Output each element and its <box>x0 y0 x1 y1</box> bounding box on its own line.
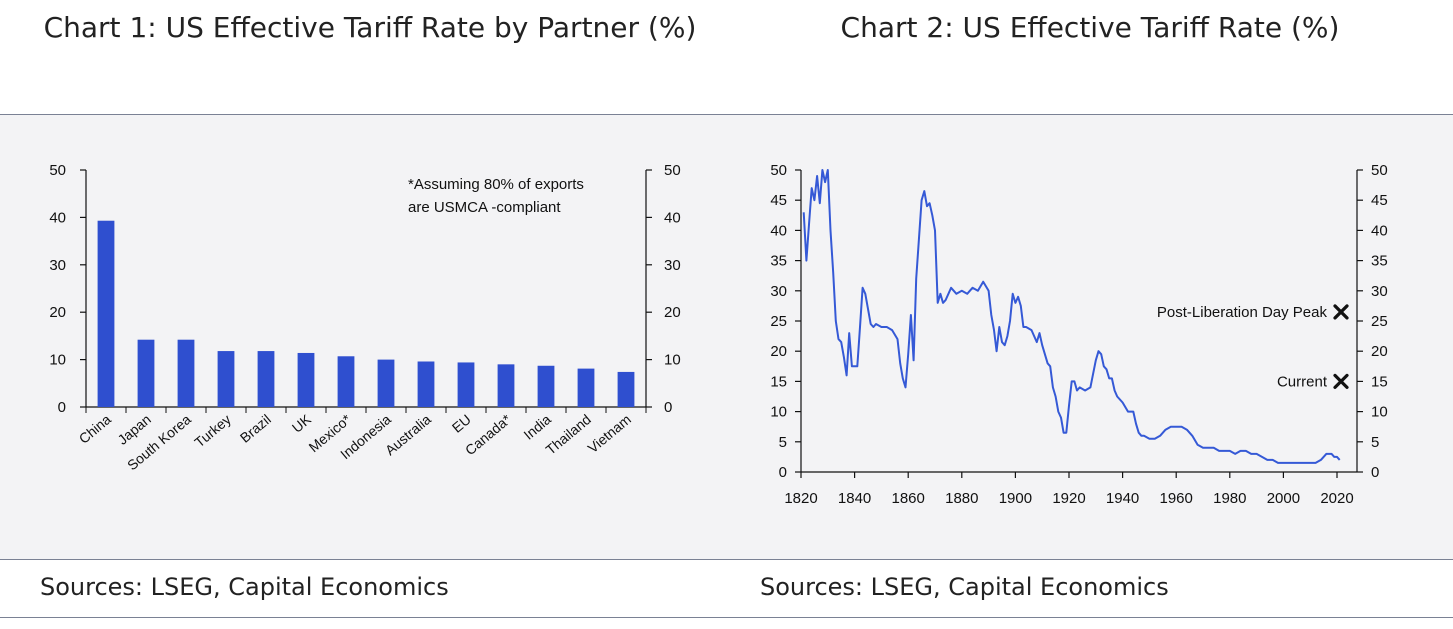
x-tick-label: UK <box>289 411 315 436</box>
x-tick-label: Turkey <box>191 411 234 450</box>
bar-canada <box>497 364 515 407</box>
y-tick-label-right: 25 <box>1371 313 1388 330</box>
y-tick-label-right: 0 <box>1371 464 1379 481</box>
y-tick-label-right: 35 <box>1371 253 1388 270</box>
chart2-title: Chart 2: US Effective Tariff Rate (%) <box>840 11 1340 44</box>
charts-panel <box>0 115 1453 559</box>
y-tick-label-right: 40 <box>664 209 681 226</box>
y-tick-label-left: 15 <box>770 373 787 390</box>
y-tick-label-right: 0 <box>664 399 672 416</box>
bar-eu <box>457 362 475 407</box>
bar-india <box>537 365 555 407</box>
bar-vietnam <box>617 371 635 407</box>
x-tick-label: Brazil <box>237 411 274 446</box>
y-tick-label-left: 10 <box>49 352 66 369</box>
x-tick-label: 1980 <box>1213 490 1246 507</box>
x-marker-icon <box>1333 373 1349 389</box>
x-tick-label: 2000 <box>1267 490 1300 507</box>
bar-south-korea <box>177 339 195 407</box>
y-tick-label-left: 30 <box>770 283 787 300</box>
bar-turkey <box>217 351 235 407</box>
y-tick-label-right: 30 <box>664 257 681 274</box>
x-tick-label: India <box>520 411 554 443</box>
annotation-line: are USMCA -compliant <box>408 199 561 216</box>
y-tick-label-left: 30 <box>49 257 66 274</box>
y-tick-label-right: 40 <box>1371 222 1388 239</box>
x-tick-label: 1840 <box>838 490 871 507</box>
y-tick-label-left: 50 <box>770 162 787 179</box>
x-tick-label: 1940 <box>1106 490 1139 507</box>
chart1-source: Sources: LSEG, Capital Economics <box>40 573 449 601</box>
y-tick-label-left: 0 <box>58 399 66 416</box>
marker-current: Current <box>1277 373 1349 390</box>
annotation-line: *Assuming 80% of exports <box>408 176 584 193</box>
y-tick-label-left: 20 <box>770 343 787 360</box>
x-tick-label: Thailand <box>543 411 594 458</box>
bottom-divider <box>0 617 1453 618</box>
chart1-title: Chart 1: US Effective Tariff Rate by Par… <box>43 11 697 44</box>
x-marker-icon <box>1333 304 1349 320</box>
x-tick-label: Australia <box>382 411 434 458</box>
y-tick-label-left: 50 <box>49 162 66 179</box>
bar-uk <box>297 352 315 407</box>
y-tick-label-left: 20 <box>49 304 66 321</box>
y-tick-label-right: 20 <box>664 304 681 321</box>
bar-mexico <box>337 356 355 407</box>
bar-indonesia <box>377 359 395 407</box>
x-tick-label: EU <box>449 411 474 436</box>
bar-australia <box>417 361 435 407</box>
y-tick-label-left: 10 <box>770 404 787 421</box>
marker-label: Post-Liberation Day Peak <box>1157 304 1328 321</box>
x-tick-label: 1820 <box>784 490 817 507</box>
bar-brazil <box>257 351 275 407</box>
y-tick-label-left: 40 <box>49 209 66 226</box>
y-tick-label-right: 50 <box>664 162 681 179</box>
x-tick-label: 1920 <box>1052 490 1085 507</box>
x-tick-label: 1880 <box>945 490 978 507</box>
y-tick-label-left: 5 <box>779 434 787 451</box>
y-tick-label-left: 25 <box>770 313 787 330</box>
x-tick-label: Canada* <box>462 411 514 459</box>
x-tick-label: 1900 <box>999 490 1032 507</box>
y-tick-label-left: 45 <box>770 192 787 209</box>
y-tick-label-right: 15 <box>1371 373 1388 390</box>
x-tick-label: Vietnam <box>584 411 633 456</box>
y-tick-label-right: 45 <box>1371 192 1388 209</box>
marker-label: Current <box>1277 373 1328 390</box>
tariff-rate-series <box>802 169 1341 464</box>
y-tick-label-left: 35 <box>770 253 787 270</box>
top-divider <box>0 114 1453 115</box>
y-tick-label-right: 10 <box>1371 404 1388 421</box>
y-tick-label-right: 50 <box>1371 162 1388 179</box>
x-tick-label: 1960 <box>1160 490 1193 507</box>
y-tick-label-right: 20 <box>1371 343 1388 360</box>
y-tick-label-left: 40 <box>770 222 787 239</box>
bar-china <box>97 220 115 407</box>
bar-japan <box>137 339 155 407</box>
chart2-source: Sources: LSEG, Capital Economics <box>760 573 1169 601</box>
x-tick-label: China <box>76 411 114 447</box>
marker-post-liberation-day-peak: Post-Liberation Day Peak <box>1157 304 1349 321</box>
y-tick-label-left: 0 <box>779 464 787 481</box>
y-tick-label-right: 30 <box>1371 283 1388 300</box>
x-tick-label: 1860 <box>892 490 925 507</box>
y-tick-label-right: 5 <box>1371 434 1379 451</box>
sources-divider <box>0 559 1453 560</box>
bar-thailand <box>577 368 595 407</box>
x-tick-label: 2020 <box>1320 490 1353 507</box>
y-tick-label-right: 10 <box>664 352 681 369</box>
